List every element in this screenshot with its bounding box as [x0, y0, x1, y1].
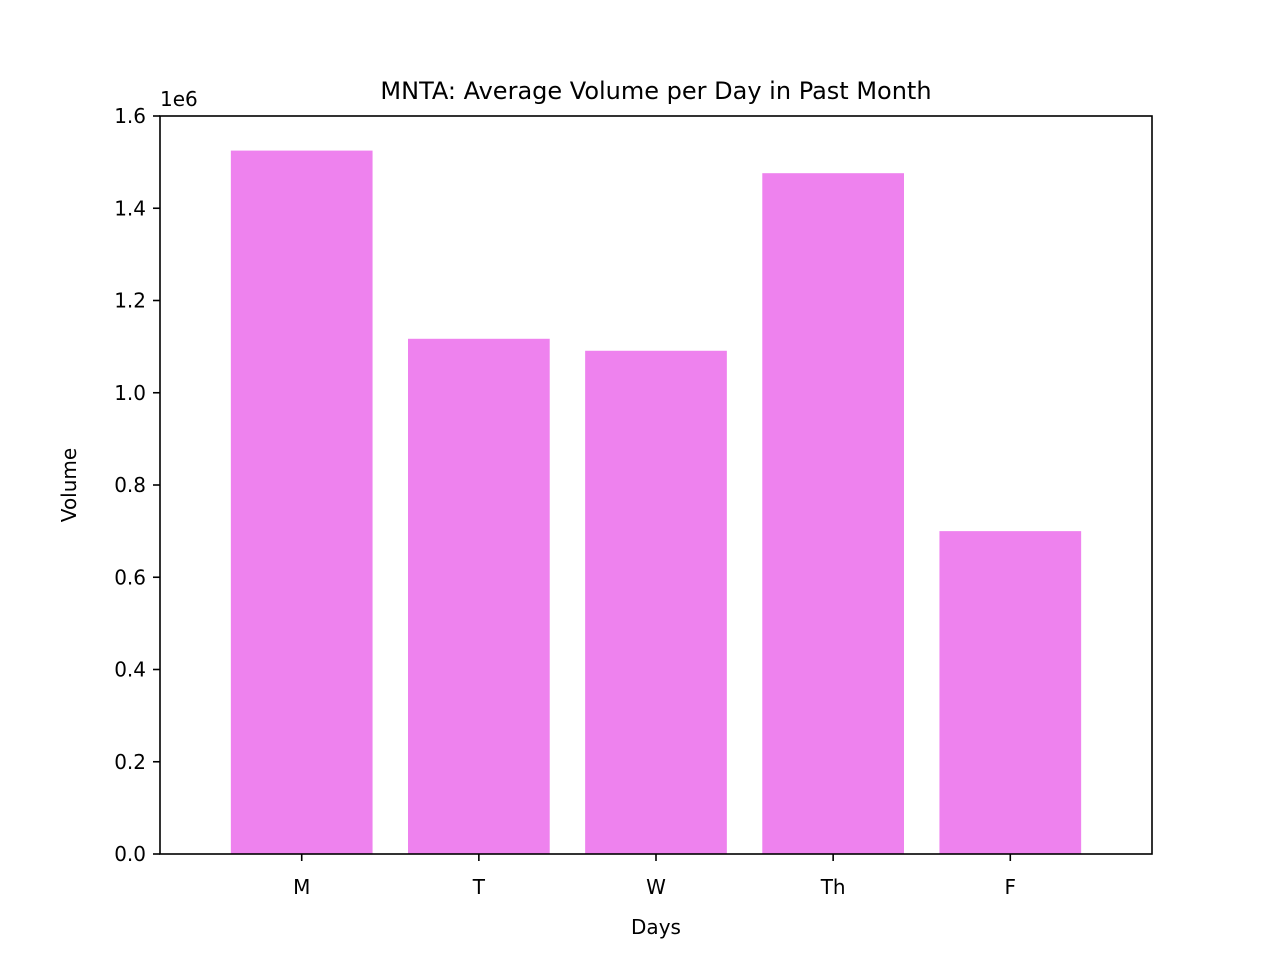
y-axis-label: Volume: [57, 448, 81, 522]
x-tick-label: W: [646, 875, 666, 899]
chart-title: MNTA: Average Volume per Day in Past Mon…: [380, 77, 931, 105]
y-tick-label: 0.0: [114, 842, 146, 866]
bars-group: [230, 150, 1082, 854]
bar-th: [762, 173, 904, 854]
y-ticks-group: 0.0 0.2 0.4 0.6 0.8 1.0 1.2 1.4 1.6: [114, 104, 160, 866]
y-tick-label: 1.6: [114, 104, 146, 128]
x-tick-label: Th: [820, 875, 846, 899]
x-axis-label: Days: [631, 915, 681, 939]
y-tick-label: 1.0: [114, 381, 146, 405]
y-tick-label: 0.4: [114, 658, 146, 682]
y-tick-label: 0.6: [114, 565, 146, 589]
bar-f: [939, 531, 1082, 854]
y-tick-label: 0.8: [114, 473, 146, 497]
x-tick-label: M: [293, 875, 310, 899]
plot-frame: [159, 115, 1153, 855]
bar-t: [408, 338, 550, 854]
y-tick-label: 0.2: [114, 750, 146, 774]
bar-m: [230, 150, 373, 854]
x-tick-label: T: [472, 875, 486, 899]
x-tick-label: F: [1005, 875, 1017, 899]
x-ticks-group: M T W Th F: [293, 854, 1016, 899]
bar-w: [585, 350, 727, 854]
y-tick-label: 1.2: [114, 289, 146, 313]
y-offset-label: 1e6: [160, 87, 198, 111]
y-tick-label: 1.4: [114, 196, 146, 220]
